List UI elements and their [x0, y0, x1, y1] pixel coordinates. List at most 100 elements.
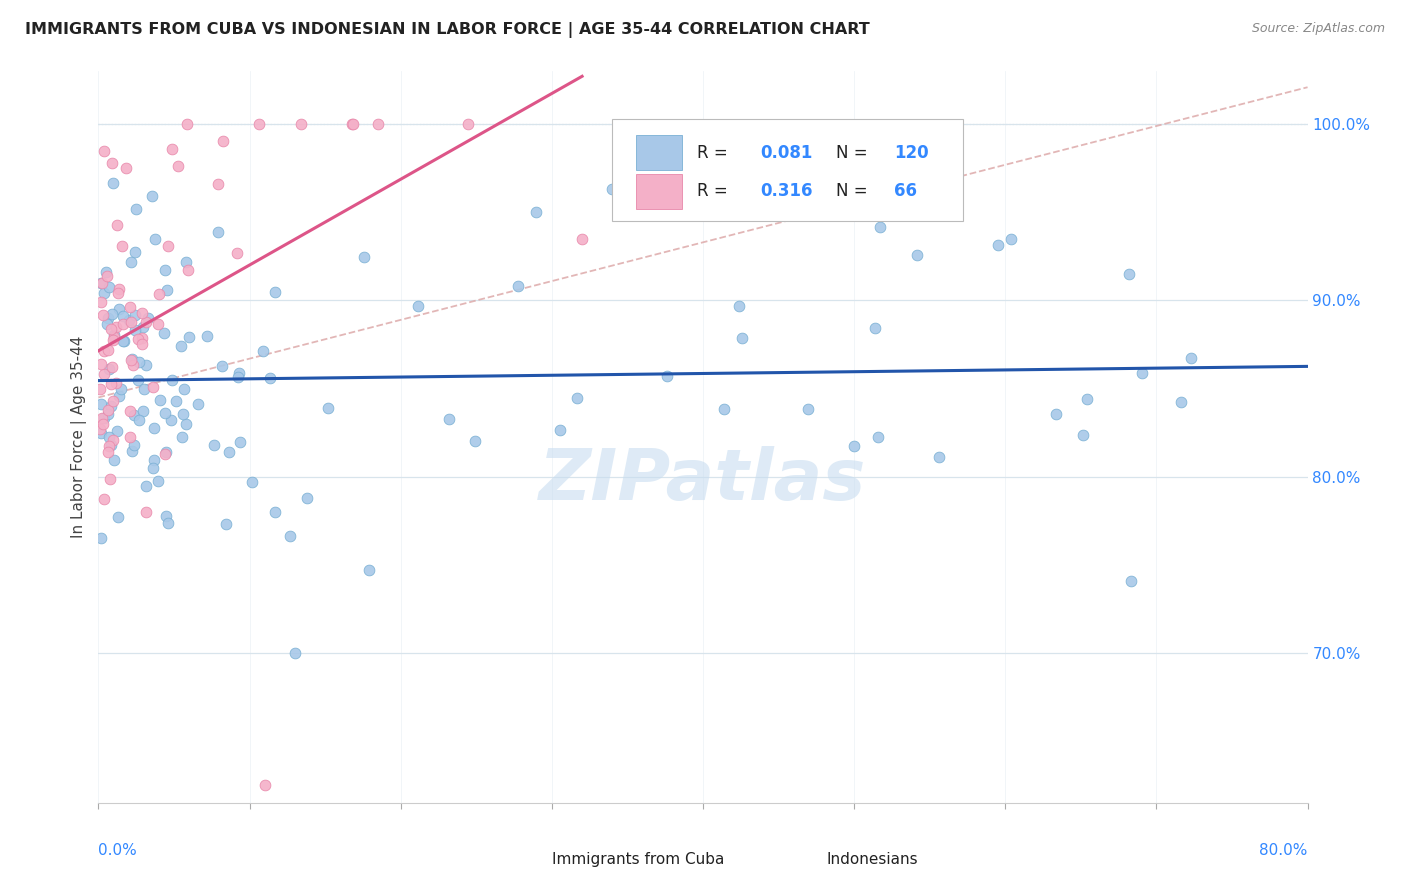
Bar — [782, 847, 815, 871]
Point — [118, 430, 141, 444]
Point — [187, 396, 209, 410]
Point — [225, 246, 247, 260]
Point — [118, 313, 141, 327]
Point — [128, 355, 150, 369]
Point — [195, 329, 218, 343]
Point — [1118, 267, 1140, 281]
Point — [342, 117, 364, 131]
Point — [259, 370, 281, 384]
Point — [112, 309, 135, 323]
Point — [89, 422, 111, 436]
Point — [118, 404, 141, 418]
Point — [103, 330, 125, 344]
Point — [215, 516, 238, 531]
Point — [987, 238, 1010, 252]
Point — [143, 420, 166, 434]
Point — [101, 307, 124, 321]
Point — [124, 202, 146, 217]
Point — [863, 321, 886, 335]
Point — [869, 220, 891, 235]
Point — [165, 394, 187, 409]
Point — [295, 491, 318, 505]
Point — [728, 299, 751, 313]
Point — [93, 367, 115, 381]
Point — [602, 182, 624, 196]
Point — [177, 329, 200, 343]
Point — [98, 471, 121, 485]
Point — [90, 276, 112, 290]
Point — [105, 424, 128, 438]
Point — [100, 438, 122, 452]
Bar — [509, 847, 543, 871]
Point — [207, 225, 229, 239]
Point — [1045, 407, 1067, 421]
Point — [464, 434, 486, 448]
Point — [155, 406, 177, 420]
Point — [131, 331, 153, 345]
Point — [1119, 574, 1142, 588]
Point — [153, 447, 176, 461]
Point — [174, 417, 197, 431]
Point — [135, 505, 157, 519]
Text: 0.081: 0.081 — [759, 144, 813, 161]
Point — [240, 475, 263, 489]
Point — [142, 380, 165, 394]
Point — [91, 411, 114, 425]
Point — [229, 434, 252, 449]
Text: 0.0%: 0.0% — [98, 843, 138, 858]
Text: 120: 120 — [894, 144, 929, 161]
Point — [135, 479, 157, 493]
Point — [101, 394, 124, 409]
Point — [141, 189, 163, 203]
Point — [264, 285, 287, 300]
Point — [135, 358, 157, 372]
Point — [121, 352, 143, 367]
Point — [100, 399, 122, 413]
Point — [548, 423, 571, 437]
Point — [406, 299, 429, 313]
Point — [93, 308, 115, 322]
Point — [1071, 428, 1094, 442]
Point — [104, 376, 127, 390]
Text: Immigrants from Cuba: Immigrants from Cuba — [551, 852, 724, 867]
Point — [153, 326, 176, 340]
Point — [457, 117, 479, 131]
Point — [148, 287, 170, 301]
Point — [928, 450, 950, 464]
Point — [172, 407, 194, 421]
Point — [93, 411, 115, 425]
Text: R =: R = — [697, 182, 733, 201]
Point — [135, 315, 157, 329]
Point — [90, 295, 112, 310]
Point — [143, 232, 166, 246]
Point — [131, 337, 153, 351]
Point — [713, 402, 735, 417]
Point — [155, 444, 177, 458]
Point — [204, 437, 226, 451]
Text: N =: N = — [837, 182, 873, 201]
Point — [100, 322, 122, 336]
Point — [132, 319, 155, 334]
Point — [1076, 392, 1098, 406]
Point — [170, 430, 193, 444]
Text: ZIPatlas: ZIPatlas — [540, 447, 866, 516]
Point — [127, 332, 149, 346]
Point — [121, 352, 143, 367]
Point — [844, 439, 866, 453]
Point — [98, 280, 121, 294]
Point — [136, 311, 159, 326]
Point — [264, 505, 287, 519]
Point — [731, 330, 754, 344]
Point — [97, 407, 120, 421]
Point — [316, 401, 339, 415]
Bar — [637, 135, 682, 170]
Y-axis label: In Labor Force | Age 35-44: In Labor Force | Age 35-44 — [72, 336, 87, 538]
Point — [108, 282, 131, 296]
Text: 66: 66 — [894, 182, 917, 201]
Point — [252, 344, 274, 359]
Point — [226, 370, 249, 384]
Point — [177, 263, 200, 277]
Point — [97, 402, 120, 417]
Point — [94, 265, 117, 279]
Point — [98, 439, 121, 453]
